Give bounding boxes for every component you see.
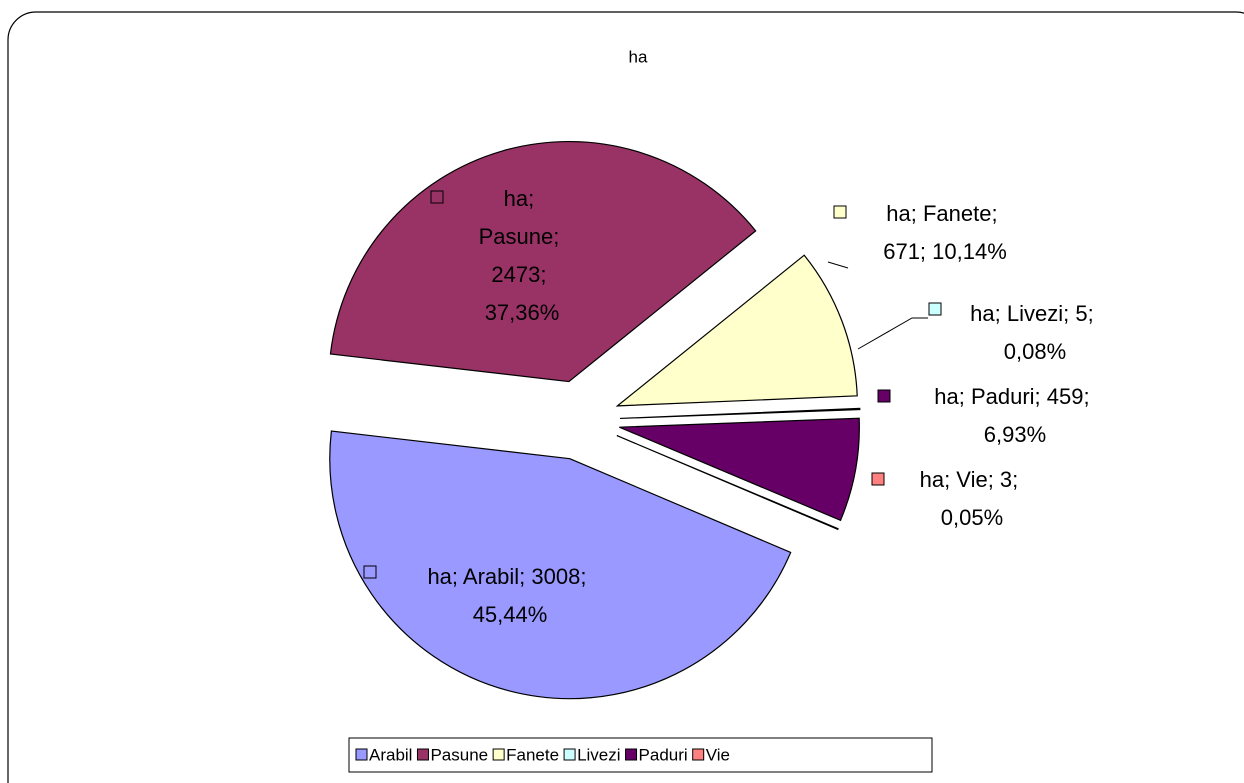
legend-swatch [416,748,429,761]
data-label: ha; Arabil; 3008; 45,44% [427,564,592,627]
label-key [833,205,847,219]
legend-label: Vie [706,745,730,764]
data-label-line: 37,36% [485,300,560,325]
data-label: ha; Fanete; 671; 10,14% [883,201,1007,264]
pie-slice [615,254,858,407]
data-label: ha; Pasune; 2473; 37,36% [479,186,566,325]
data-label-line: ha; Fanete; [886,201,1003,226]
legend-label: Fanete [506,745,559,764]
label-key [363,565,377,579]
label-key [871,472,885,486]
chart-border [7,11,1244,783]
pie-slice [619,417,860,522]
data-label-line: Pasune; [479,224,566,249]
chart-title: ha [629,47,648,66]
leader-line [827,261,849,269]
data-label-line: ha; Vie; 3; [920,467,1025,492]
data-label-line: ha; Livezi; 5; [970,301,1100,326]
pie-slice [329,430,792,700]
data-label-line: 45,44% [473,602,548,627]
data-label: ha; Livezi; 5; 0,08% [970,301,1100,364]
legend-swatch [563,748,576,761]
data-label: ha; Paduri; 459; 6,93% [934,384,1095,447]
data-label-line: 0,05% [941,505,1003,530]
data-label-line: 0,08% [1004,339,1066,364]
label-key [877,389,891,403]
data-label-line: 2473; [491,262,552,287]
data-label-line: ha; Arabil; 3008; [427,564,592,589]
legend-label: Paduri [639,745,688,764]
data-label: ha; Vie; 3; 0,05% [920,467,1025,530]
leader-line [857,317,928,350]
pie-slice [619,407,861,420]
label-key [430,190,444,204]
data-label-line: 671; 10,14% [883,239,1007,264]
legend-box [348,737,933,773]
legend-swatch [625,748,638,761]
legend-swatch [492,748,505,761]
legend-label: Livezi [577,745,620,764]
data-label-line: ha; Paduri; 459; [934,384,1095,409]
data-label-line: 6,93% [984,422,1046,447]
legend-label: Arabil [369,745,412,764]
legend-swatch [692,748,705,761]
label-key [928,302,942,316]
legend-swatch [355,748,368,761]
pie-slice [616,435,839,531]
legend-label: Pasune [430,745,488,764]
data-label-line: ha; [504,186,541,211]
